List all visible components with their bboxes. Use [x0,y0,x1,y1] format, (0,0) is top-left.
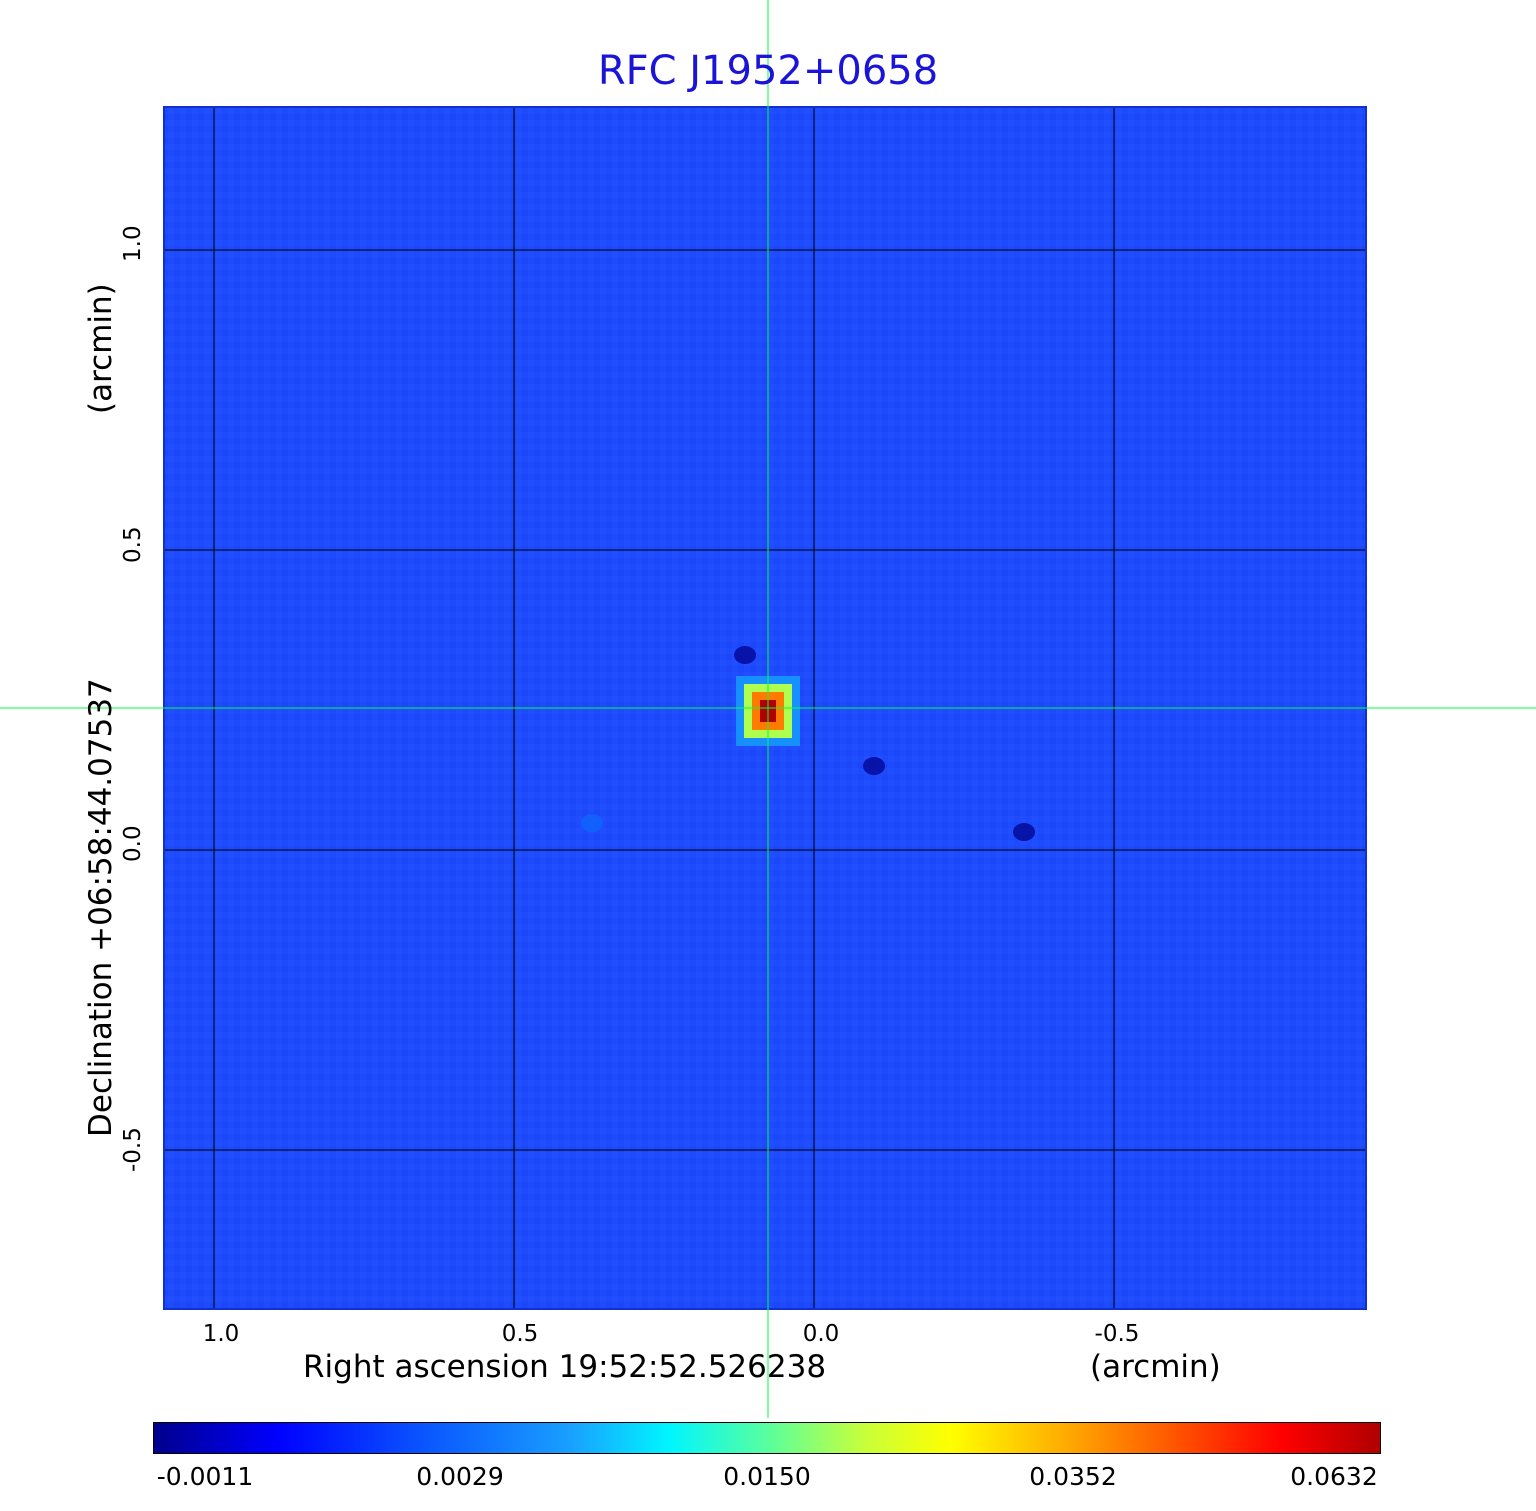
x-axis-label: Right ascension 19:52:52.526238 [303,1349,827,1385]
y-axis-unit: (arcmin) [83,283,119,414]
y-tick-label: -0.5 [120,1127,146,1172]
y-tick-label: 1.0 [120,225,146,262]
secondary-feature [863,757,886,776]
secondary-feature [1013,823,1036,842]
chart-title: RFC J1952+0658 [597,48,939,94]
x-tick-label: 1.0 [202,1321,240,1347]
secondary-feature [581,814,604,833]
colorbar-tick-label: 0.0632 [1290,1462,1378,1491]
colorbar-tick-label: 0.0352 [1029,1462,1117,1491]
y-tick-label: 0.0 [120,825,146,862]
x-axis-unit: (arcmin) [1090,1349,1221,1385]
colorbar-tick-label: -0.0011 [156,1462,254,1491]
colorbar-tick-label: 0.0029 [416,1462,504,1491]
x-tick-label: 0.0 [802,1321,840,1347]
colorbar-tick-label: 0.0150 [723,1462,811,1491]
y-tick-label: 0.5 [120,526,146,563]
colorbar [153,1422,1381,1454]
x-tick-label: 0.5 [501,1321,539,1347]
x-tick-label: -0.5 [1094,1321,1140,1347]
secondary-feature [734,646,757,665]
y-axis-label: Declination +06:58:44.07537 [83,678,119,1137]
